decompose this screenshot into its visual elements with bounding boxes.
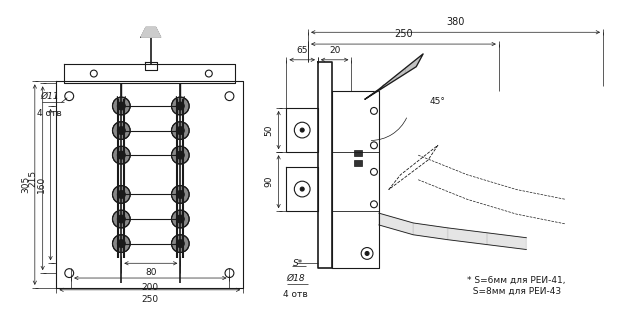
Text: Ø18: Ø18: [286, 274, 305, 283]
Text: Ø11: Ø11: [40, 92, 59, 101]
Polygon shape: [487, 233, 526, 250]
Circle shape: [171, 146, 189, 164]
Circle shape: [176, 151, 184, 159]
Circle shape: [117, 191, 125, 198]
Polygon shape: [365, 54, 423, 99]
Circle shape: [176, 215, 184, 223]
Text: 90: 90: [264, 176, 274, 187]
Circle shape: [112, 186, 130, 203]
Polygon shape: [141, 27, 161, 37]
Circle shape: [117, 102, 125, 110]
Text: 250: 250: [141, 295, 158, 304]
Text: 45°: 45°: [430, 96, 446, 106]
Circle shape: [365, 251, 369, 255]
Polygon shape: [413, 223, 448, 240]
Circle shape: [117, 240, 125, 248]
Circle shape: [112, 146, 130, 164]
Circle shape: [171, 235, 189, 252]
Circle shape: [176, 240, 184, 248]
Polygon shape: [379, 213, 413, 235]
Circle shape: [176, 191, 184, 198]
Text: 65: 65: [296, 46, 308, 55]
Circle shape: [171, 186, 189, 203]
Text: 80: 80: [145, 268, 156, 277]
Circle shape: [171, 122, 189, 139]
Circle shape: [176, 127, 184, 134]
Circle shape: [117, 215, 125, 223]
Text: 160: 160: [36, 176, 46, 193]
Circle shape: [117, 127, 125, 134]
Text: 50: 50: [264, 124, 274, 136]
Text: 305: 305: [21, 176, 30, 193]
Text: 215: 215: [29, 170, 38, 187]
Text: 4 отв: 4 отв: [283, 290, 308, 299]
Text: 4 отв: 4 отв: [37, 109, 62, 118]
Circle shape: [176, 102, 184, 110]
Text: S*: S*: [293, 259, 303, 268]
Circle shape: [300, 187, 304, 191]
Circle shape: [112, 97, 130, 115]
Circle shape: [171, 210, 189, 228]
Circle shape: [112, 122, 130, 139]
Text: * S=6мм для РЕИ-41,
  S=8мм для РЕИ-43: * S=6мм для РЕИ-41, S=8мм для РЕИ-43: [467, 276, 566, 296]
Circle shape: [112, 210, 130, 228]
Text: 20: 20: [329, 46, 340, 55]
Text: 250: 250: [394, 29, 413, 39]
Polygon shape: [448, 228, 487, 245]
Circle shape: [117, 151, 125, 159]
Text: 200: 200: [142, 283, 159, 292]
Bar: [354, 160, 362, 166]
Circle shape: [171, 97, 189, 115]
Text: 380: 380: [447, 17, 465, 27]
Circle shape: [300, 128, 304, 132]
Bar: [354, 150, 362, 156]
Circle shape: [112, 235, 130, 252]
